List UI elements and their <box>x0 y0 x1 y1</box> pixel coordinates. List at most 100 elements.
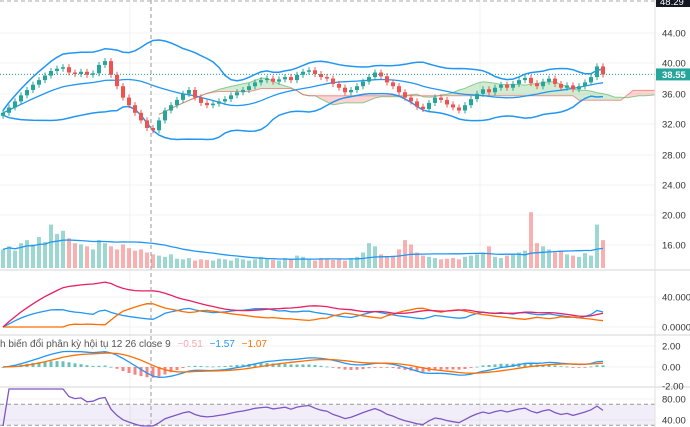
macd-histogram-bar <box>199 366 203 367</box>
candle-body <box>61 67 65 69</box>
candle-body <box>157 120 161 131</box>
volume-bar <box>421 255 425 268</box>
macd-histogram-bar <box>145 367 149 378</box>
candle-body <box>19 95 23 102</box>
candle-body <box>253 82 257 87</box>
volume-bar <box>229 260 233 268</box>
ichimoku-cloud-segment <box>573 89 579 101</box>
volume-bar <box>583 253 587 268</box>
macd-histogram-bar <box>493 364 497 367</box>
volume-bar <box>49 224 53 268</box>
macd-histogram-bar <box>139 367 143 377</box>
macd-histogram-bar <box>529 363 533 367</box>
candle-body <box>247 86 251 90</box>
candle-body <box>13 101 17 108</box>
macd-histogram-bar <box>169 367 173 373</box>
macd-histogram-bar <box>103 365 107 367</box>
candle-body <box>235 92 239 96</box>
volume-bar <box>331 259 335 268</box>
macd-histogram-bar <box>445 367 449 370</box>
volume-bar <box>337 259 341 268</box>
rsi-axis-label: 40.00 <box>662 416 686 427</box>
last-price-tag: 38.55 <box>662 70 686 81</box>
volume-bar <box>361 252 365 268</box>
volume-bar <box>217 258 221 268</box>
volume-bar <box>601 240 605 268</box>
ichimoku-cloud-segment <box>219 87 225 92</box>
candle-body <box>133 105 137 113</box>
volume-bar <box>223 259 227 268</box>
volume-bar <box>295 255 299 268</box>
candle-body <box>301 71 305 75</box>
macd-histogram-bar <box>277 363 281 367</box>
volume-bar <box>325 258 329 268</box>
macd-histogram-bar <box>499 363 503 367</box>
macd-histogram-bar <box>49 361 53 367</box>
macd-histogram-bar <box>43 361 47 367</box>
dmi-axis-label: 0.0000 <box>662 323 690 334</box>
candle-body <box>349 90 353 93</box>
candle-body <box>55 68 59 71</box>
ichimoku-cloud-segment <box>633 90 639 97</box>
volume-bar <box>181 259 185 268</box>
candle-body <box>73 72 77 75</box>
macd-histogram-bar <box>355 367 359 370</box>
candle-body <box>403 92 407 98</box>
candle-body <box>493 87 497 93</box>
macd-histogram-bar <box>211 366 215 368</box>
candle-body <box>283 77 287 80</box>
macd-histogram-bar <box>469 367 473 368</box>
macd-histogram-bar <box>319 365 323 367</box>
candle-body <box>529 77 533 84</box>
ichimoku-cloud-segment <box>645 90 651 96</box>
macd-histogram-bar <box>175 367 179 371</box>
crosshair-price-tag: 48.29 <box>660 0 684 8</box>
volume-bar <box>367 243 371 268</box>
volume-bar <box>547 249 551 268</box>
candle-body <box>535 83 539 87</box>
macd-histogram-bar <box>109 366 113 368</box>
candle-body <box>523 77 527 81</box>
volume-bar <box>529 212 533 268</box>
ichimoku-cloud-segment <box>351 95 357 103</box>
volume-bar <box>553 252 557 268</box>
volume-bar <box>493 256 497 268</box>
volume-bar <box>469 255 473 268</box>
macd-histogram-bar <box>475 366 479 368</box>
macd-histogram-bar <box>589 366 593 368</box>
candle-body <box>151 128 155 131</box>
macd-histogram-bar <box>295 364 299 367</box>
candle-body <box>127 97 131 106</box>
candle-body <box>559 83 563 88</box>
ichimoku-cloud-segment <box>615 97 621 101</box>
macd-histogram-bar <box>229 365 233 367</box>
macd-histogram-bar <box>367 367 371 369</box>
bollinger-lower <box>2 92 604 141</box>
ichimoku-cloud-segment <box>639 90 645 96</box>
volume-bar <box>115 249 119 268</box>
candle-body <box>169 105 173 111</box>
ichimoku-cloud-segment <box>603 93 609 101</box>
volume-bar <box>199 259 203 268</box>
macd-histogram-bar <box>151 367 155 378</box>
macd-histogram-bar <box>361 367 365 370</box>
volume-bar <box>499 258 503 268</box>
price-axis-label: 28.00 <box>662 151 686 162</box>
macd-histogram-bar <box>91 365 95 367</box>
macd-histogram-bar <box>451 367 455 370</box>
volume-bar <box>475 254 479 268</box>
macd-legend-signal: −1.07 <box>241 339 267 350</box>
candle-body <box>583 82 587 87</box>
macd-histogram-bar <box>463 367 467 370</box>
volume-bar <box>55 233 59 268</box>
volume-bar <box>247 260 251 268</box>
volume-bar <box>37 237 41 268</box>
volume-bar <box>67 238 71 268</box>
macd-axis-label: 2.00 <box>662 342 681 353</box>
ichimoku-cloud-segment <box>651 90 655 96</box>
ichimoku-cloud-segment <box>591 91 597 101</box>
volume-bar <box>31 244 35 268</box>
ichimoku-cloud-segment <box>363 95 369 103</box>
